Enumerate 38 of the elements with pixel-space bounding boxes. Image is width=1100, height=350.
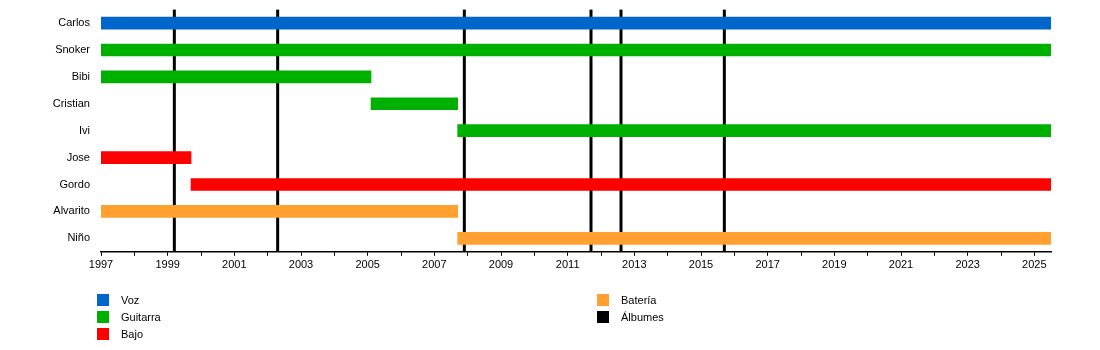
y-tick-label: Snoker: [55, 43, 91, 55]
x-tick-label: 2021: [888, 258, 914, 271]
legend-label: Bajo: [121, 327, 144, 340]
legend-label: Álbumes: [621, 310, 664, 323]
x-tick-label: 2009: [488, 258, 514, 271]
bar: [101, 70, 372, 84]
bar: [457, 124, 1051, 138]
bar: [101, 205, 458, 218]
x-tick-label: 2025: [1022, 258, 1047, 271]
y-tick-label: Bibi: [71, 69, 90, 82]
bar: [457, 232, 1051, 245]
y-tick-label: Carlos: [58, 16, 91, 29]
x-tick-label: 2019: [822, 258, 847, 271]
y-tick-label: Ivi: [79, 123, 90, 136]
x-tick-label: 1999: [155, 258, 180, 271]
y-tick-label: Cristian: [52, 96, 90, 109]
y-tick-label: Alvarito: [53, 204, 90, 217]
legend-label: Voz: [121, 293, 140, 306]
bar: [190, 178, 1051, 191]
y-tick-label: Gordo: [59, 177, 90, 190]
legend-label: Batería: [621, 293, 657, 306]
x-tick-label: 2017: [755, 258, 780, 271]
bar: [101, 43, 1051, 57]
y-tick-label: Niño: [67, 231, 90, 244]
x-tick-label: 2011: [555, 258, 580, 271]
x-tick-label: 2001: [222, 258, 247, 271]
x-tick-label: 2015: [688, 258, 714, 271]
x-tick-label: 2007: [422, 258, 447, 271]
x-tick-label: 2003: [288, 258, 314, 271]
bar: [370, 97, 458, 111]
bar: [101, 151, 192, 164]
bar: [101, 16, 1051, 30]
y-tick-label: Jose: [66, 150, 90, 163]
x-tick-label: 2013: [622, 258, 647, 271]
legend-label: Guitarra: [121, 310, 161, 323]
x-tick-label: 2005: [355, 258, 380, 271]
x-tick-label: 1997: [88, 258, 114, 271]
x-tick-label: 2023: [955, 258, 980, 271]
